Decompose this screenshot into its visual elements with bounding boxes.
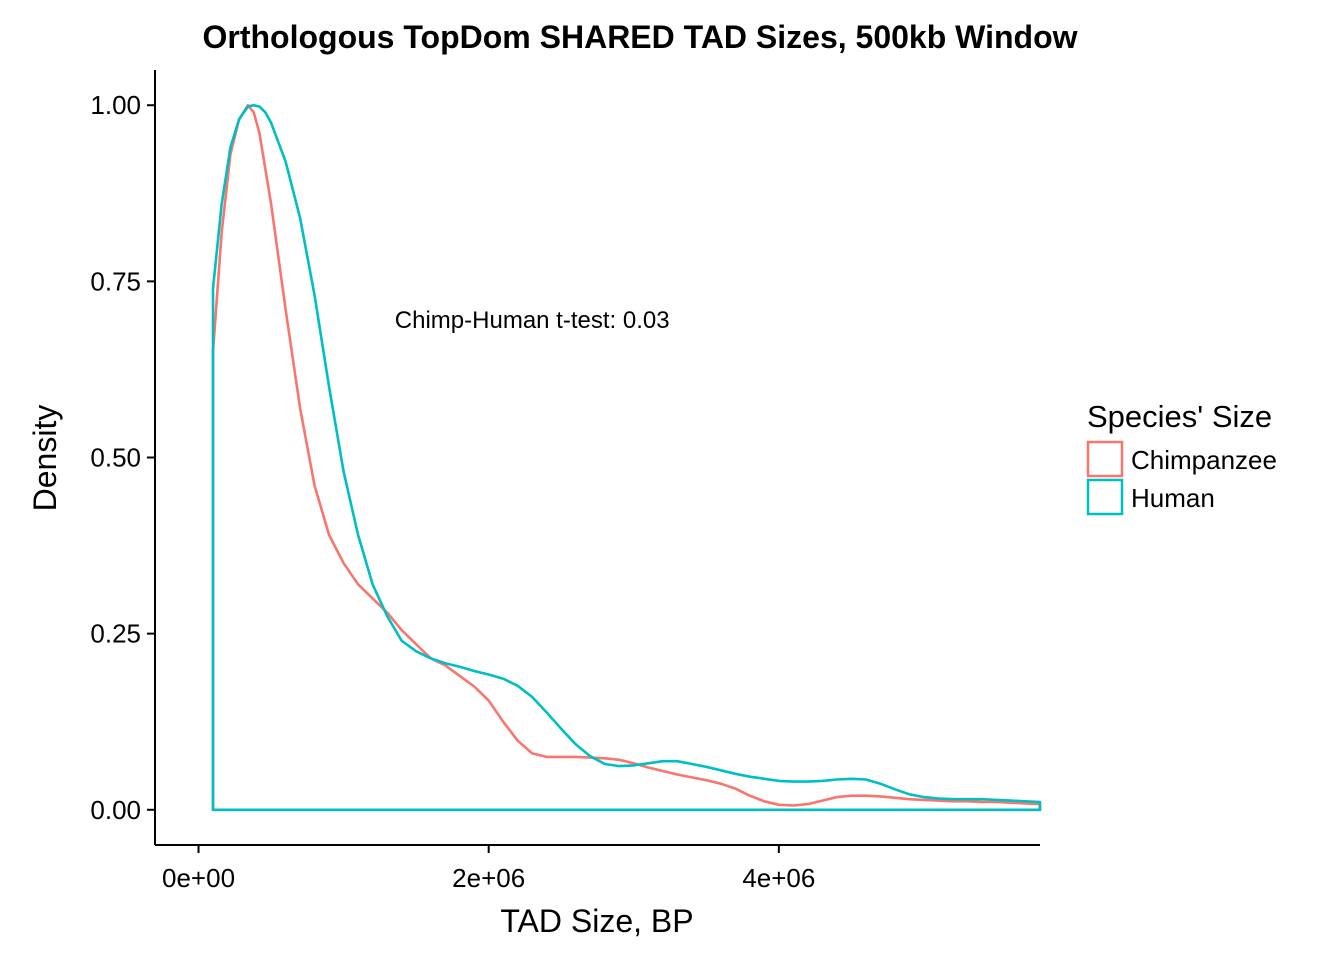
legend-title: Species' Size — [1087, 399, 1272, 434]
y-tick-label: 0.75 — [90, 266, 141, 296]
human-density-line — [211, 103, 1042, 812]
x-tick-label: 0e+00 — [162, 863, 235, 893]
chimpanzee-legend-label: Chimpanzee — [1131, 445, 1277, 475]
y-tick-label: 0.50 — [90, 443, 141, 473]
legend: Species' Size Chimpanzee Human — [1086, 399, 1277, 516]
y-tick-label: 0.25 — [90, 619, 141, 649]
y-axis-ticks: 0.00 0.25 0.50 0.75 1.00 — [90, 90, 155, 825]
x-tick-label: 2e+06 — [452, 863, 525, 893]
x-axis-ticks: 0e+00 2e+06 4e+06 — [162, 845, 815, 893]
chart-title: Orthologous TopDom SHARED TAD Sizes, 500… — [203, 19, 1078, 55]
x-axis-title: TAD Size, BP — [500, 903, 693, 939]
x-tick-label: 4e+06 — [742, 863, 815, 893]
legend-items: Chimpanzee Human — [1086, 440, 1277, 516]
y-tick-label: 0.00 — [90, 795, 141, 825]
series-layer — [211, 103, 1042, 812]
t-test-annotation: Chimp-Human t-test: 0.03 — [395, 307, 670, 334]
chimpanzee-legend-key — [1086, 440, 1124, 478]
y-tick-label: 1.00 — [90, 90, 141, 120]
chimpanzee-density-line — [211, 103, 1042, 812]
plot-area: 0e+00 2e+06 4e+06 0.00 0.25 0.50 0.75 1.00 Chi… — [90, 70, 1042, 893]
y-axis-title: Density — [27, 405, 63, 512]
human-legend-key — [1086, 478, 1124, 516]
human-legend-label: Human — [1131, 483, 1215, 513]
